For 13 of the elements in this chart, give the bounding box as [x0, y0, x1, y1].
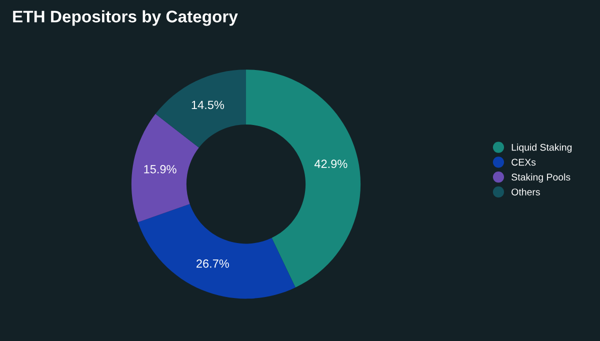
donut-slice	[246, 70, 361, 288]
donut-slice	[131, 114, 199, 222]
data-label: 26.7%	[196, 259, 229, 268]
data-label: 15.9%	[144, 165, 176, 174]
data-label: 42.9%	[314, 160, 348, 168]
donut-slice	[138, 204, 296, 299]
legend-label: Others	[512, 188, 540, 196]
legend-label: Liquid Staking	[512, 144, 572, 153]
donut-slice	[155, 70, 246, 148]
data-label: 14.5%	[192, 100, 224, 110]
chart-title: ETH Depositors by Category	[13, 10, 238, 26]
legend-label: Staking Pools	[512, 173, 570, 182]
legend-label: CEXs	[512, 158, 536, 166]
